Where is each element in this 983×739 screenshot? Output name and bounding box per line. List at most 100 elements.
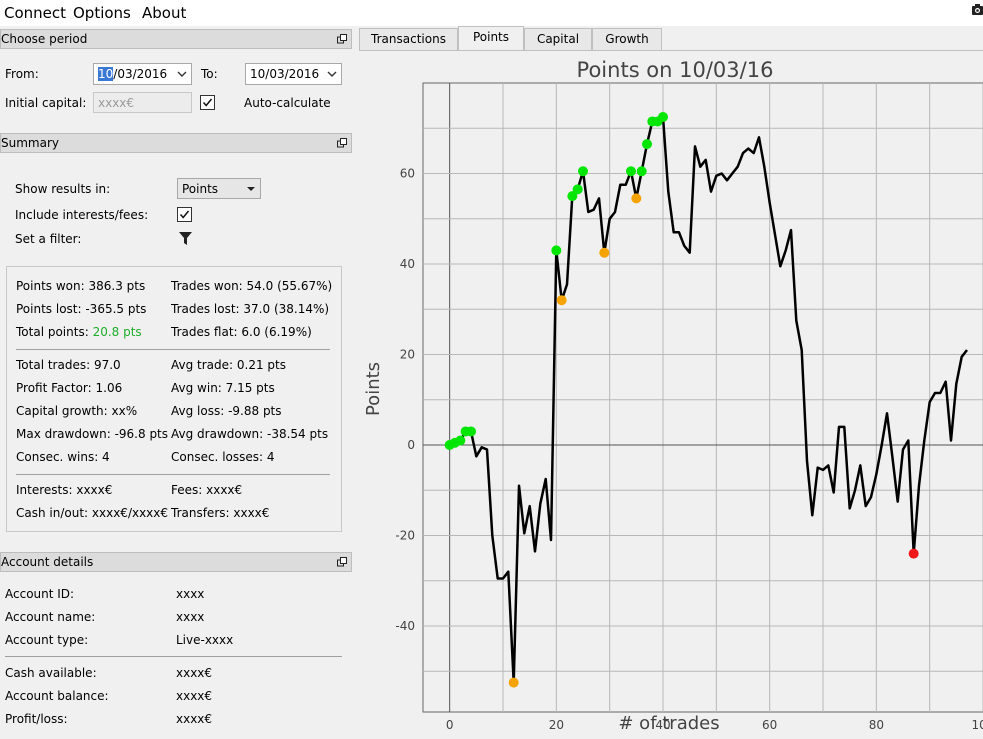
checkmark-icon [179,210,190,219]
summary-stats-box: Points won: 386.3 pts Points lost: -365.… [6,266,342,532]
divider [16,474,330,475]
account-details-header: Account details [0,552,352,572]
stat-profit-factor: Profit Factor: 1.06 [16,381,123,395]
stat-trades-lost: Trades lost: 37.0 (38.14%) [171,302,330,316]
stat-max-drawdown: Max drawdown: -96.8 pts [16,427,169,441]
drawdown-marker [599,247,610,258]
show-results-value: Points [182,182,219,196]
x-tick-label: 20 [549,718,564,732]
divider [16,349,330,350]
stat-fees: Fees: xxxx€ [171,483,243,497]
left-panel: Choose period From: 10/03/2016 To: 10/03… [0,26,356,735]
y-tick-label: -40 [395,619,415,633]
y-tick-label: 40 [400,257,415,271]
profit-loss-label: Profit/loss: [5,712,68,726]
account-balance-value: xxxx€ [176,689,213,703]
x-tick-label: 100 [972,718,983,732]
menu-bar: Connect Options About [0,0,983,26]
y-tick-label: 0 [407,438,415,452]
chart-panel: Transactions Points Capital Growth Point… [359,26,983,735]
caret-down-icon [247,187,255,191]
high-marker [658,111,668,122]
min-marker [908,548,919,559]
high-marker [466,426,476,437]
choose-period-title: Choose period [1,32,88,46]
filter-icon[interactable] [178,231,193,247]
stat-total-points: Total points: 20.8 pts [16,325,142,339]
x-tick-label: 60 [762,718,777,732]
auto-calculate-checkbox[interactable] [200,95,215,110]
profit-loss-value: xxxx€ [176,712,213,726]
cash-available-label: Cash available: [5,666,97,680]
filter-label: Set a filter: [15,232,82,246]
stat-trades-won: Trades won: 54.0 (55.67%) [171,279,333,293]
stat-avg-win: Avg win: 7.15 pts [171,381,275,395]
account-name-value: xxxx [176,610,205,624]
total-points-label: Total points: [16,325,93,339]
account-details-title: Account details [1,555,94,569]
tab-points[interactable]: Points [458,26,524,51]
x-axis-label: # of trades [618,713,719,734]
stat-avg-loss: Avg loss: -9.88 pts [171,404,282,418]
stat-avg-trade: Avg trade: 0.21 pts [171,358,286,372]
drawdown-marker [631,193,642,204]
high-marker [455,435,466,446]
from-label: From: [5,67,39,81]
menu-connect[interactable]: Connect [4,4,67,22]
y-tick-label: 60 [400,167,415,181]
tick-labels: 0 20 40 60 80 100 -40 -20 0 20 40 60 [395,167,983,732]
stat-transfers: Transfers: xxxx€ [171,506,270,520]
show-results-select[interactable]: Points [177,178,261,199]
tab-growth[interactable]: Growth [592,28,662,50]
account-id-label: Account ID: [5,587,75,601]
menu-about[interactable]: About [142,4,187,22]
chart-title: Points on 10/03/16 [577,58,774,82]
from-date-combo[interactable]: 10/03/2016 [93,63,192,85]
from-date-rest: /03/2016 [113,67,168,81]
float-icon[interactable] [337,138,347,148]
x-tick-label: 40 [655,718,670,732]
float-icon[interactable] [337,34,347,44]
initial-capital-placeholder: xxxx€ [98,96,135,110]
y-axis-label: Points [363,362,384,416]
x-tick-label: 80 [869,718,884,732]
choose-period-header: Choose period [0,29,352,49]
initial-capital-label: Initial capital: [5,96,87,110]
show-results-label: Show results in: [15,182,111,196]
y-tick-label: 20 [400,348,415,362]
include-fees-checkbox[interactable] [177,207,192,222]
drawdown-marker [508,677,519,688]
from-date-selected: 10 [98,67,114,81]
chevron-down-icon [327,71,337,77]
total-points-value: 20.8 pts [92,325,142,339]
to-date-combo[interactable]: 10/03/2016 [245,63,342,85]
camera-icon[interactable] [971,2,983,16]
y-tick-label: -20 [395,529,415,543]
stat-points-won: Points won: 386.3 pts [16,279,146,293]
high-marker [636,166,647,177]
tab-transactions[interactable]: Transactions [359,28,458,50]
high-marker [551,245,562,256]
high-marker [567,191,578,202]
to-date-value: 10/03/2016 [250,67,320,81]
divider [5,656,342,657]
stat-avg-drawdown: Avg drawdown: -38.54 pts [171,427,329,441]
stat-points-lost: Points lost: -365.5 pts [16,302,147,316]
stat-interests: Interests: xxxx€ [16,483,113,497]
high-marker [572,184,583,195]
menu-options[interactable]: Options [73,4,131,22]
stat-capital-growth: Capital growth: xx% [16,404,138,418]
cash-available-value: xxxx€ [176,666,213,680]
initial-capital-field[interactable]: xxxx€ [93,92,192,113]
grid [422,82,983,713]
stat-cash-in-out: Cash in/out: xxxx€/xxxx€ [16,506,169,520]
high-marker [626,166,636,177]
account-name-label: Account name: [5,610,96,624]
float-icon[interactable] [337,557,347,567]
tab-capital[interactable]: Capital [524,28,592,50]
points-line [449,115,968,684]
stat-trades-flat: Trades flat: 6.0 (6.19%) [171,325,312,339]
stat-consec-wins: Consec. wins: 4 [16,450,110,464]
to-label: To: [201,67,218,81]
summary-header: Summary [0,133,352,153]
